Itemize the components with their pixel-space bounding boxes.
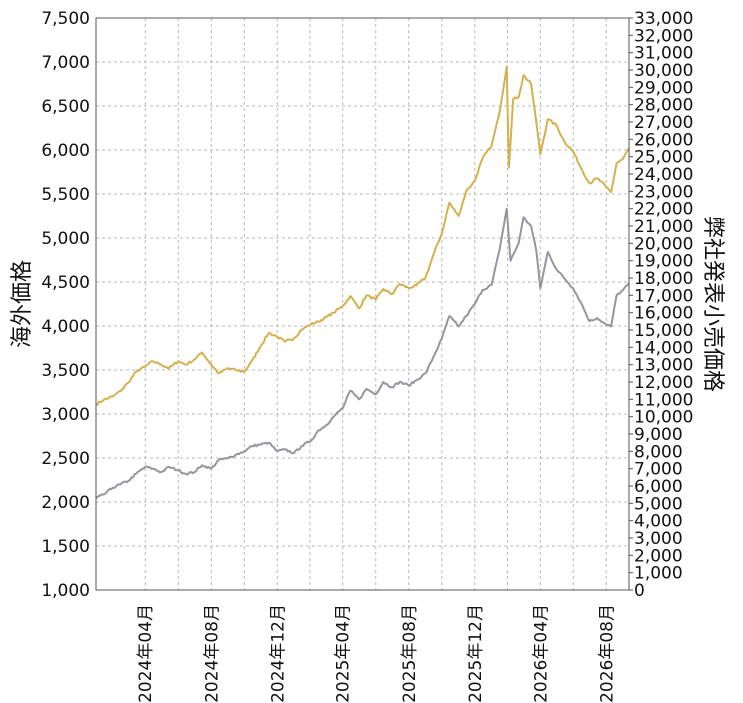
plot-frame xyxy=(95,17,630,591)
y-right-tick-label: 27,000 xyxy=(634,113,693,133)
y-left-tick-label: 4,500 xyxy=(41,273,90,293)
x-tick-label: 2026年04月 xyxy=(531,604,551,703)
x-tick-label: 2025年12月 xyxy=(466,604,486,703)
x-tick-label: 2026年08月 xyxy=(597,604,617,703)
y-right-tick-label: 16,000 xyxy=(634,304,693,324)
y-right-tick-label: 3,000 xyxy=(634,529,683,549)
x-axis-ticks: 2024年04月 2024年08月 2024年12月 2025年04月 2025年08月… xyxy=(136,604,617,703)
y-right-tick-label: 20,000 xyxy=(634,234,693,254)
y-right-tick-label: 24,000 xyxy=(634,165,693,185)
y-right-tick-label: 19,000 xyxy=(634,252,693,272)
y-right-tick-label: 28,000 xyxy=(634,96,693,116)
y-right-tick-label: 33,000 xyxy=(634,9,693,29)
y-right-tick-label: 17,000 xyxy=(634,286,693,306)
y-right-tick-label: 25,000 xyxy=(634,148,693,168)
y-left-tick-label: 5,500 xyxy=(41,185,90,205)
series-line-1 xyxy=(95,65,630,406)
y-right-tick-label: 6,000 xyxy=(634,477,683,497)
y-left-tick-label: 6,500 xyxy=(41,97,90,117)
y-left-tick-label: 2,000 xyxy=(41,493,90,513)
y-right-tick-label: 30,000 xyxy=(634,61,693,81)
y-right-tick-label: 5,000 xyxy=(634,494,683,514)
y-left-tick-label: 5,000 xyxy=(41,229,90,249)
y-right-tick-label: 14,000 xyxy=(634,338,693,358)
y-right-tick-label: 26,000 xyxy=(634,130,693,150)
y-left-tick-label: 1,000 xyxy=(41,581,90,601)
left-axis-label: 海外価格 xyxy=(10,260,35,348)
y-left-tick-label: 2,500 xyxy=(41,449,90,469)
y-right-tick-label: 9,000 xyxy=(634,425,683,445)
y-right-tick-label: 13,000 xyxy=(634,356,693,376)
left-axis-ticks: 1,000 1,500 2,000 2,500 3,000 3,500 4,000 4,500… xyxy=(41,9,90,601)
y-right-tick-label: 10,000 xyxy=(634,408,693,428)
x-tick-label: 2024年08月 xyxy=(202,604,222,703)
y-right-tick-label: 4,000 xyxy=(634,512,683,532)
y-right-tick-label: 1,000 xyxy=(634,564,683,584)
y-left-tick-label: 1,500 xyxy=(41,537,90,557)
x-tick-label: 2025年08月 xyxy=(400,604,420,703)
y-right-tick-label: 8,000 xyxy=(634,442,683,462)
y-left-tick-label: 7,000 xyxy=(41,53,90,73)
y-right-tick-label: 22,000 xyxy=(634,200,693,220)
y-left-tick-label: 7,500 xyxy=(41,9,90,29)
right-axis-label: 弊社発表小売価格 xyxy=(700,216,725,392)
y-right-tick-label: 11,000 xyxy=(634,390,693,410)
x-tick-label: 2025年04月 xyxy=(334,604,354,703)
x-tick-label: 2024年04月 xyxy=(136,604,156,703)
y-right-tick-label: 2,000 xyxy=(634,546,683,566)
y-right-tick-label: 32,000 xyxy=(634,26,693,46)
series-line-2 xyxy=(95,207,630,499)
x-tick-label: 2024年12月 xyxy=(268,604,288,703)
y-right-tick-label: 23,000 xyxy=(634,182,693,202)
y-left-tick-label: 6,000 xyxy=(41,141,90,161)
y-right-tick-label: 18,000 xyxy=(634,269,693,289)
y-left-tick-label: 4,000 xyxy=(41,317,90,337)
y-right-tick-label: 21,000 xyxy=(634,217,693,237)
y-left-tick-label: 3,000 xyxy=(41,405,90,425)
series-layer xyxy=(95,65,630,499)
y-right-tick-label: 15,000 xyxy=(634,321,693,341)
y-left-tick-label: 3,500 xyxy=(41,361,90,381)
y-right-tick-label: 29,000 xyxy=(634,78,693,98)
y-right-tick-label: 12,000 xyxy=(634,373,693,393)
y-right-tick-label: 7,000 xyxy=(634,460,683,480)
y-right-tick-label: 0 xyxy=(634,581,645,601)
y-right-tick-label: 31,000 xyxy=(634,44,693,64)
right-axis-ticks: 01,0002,0003,0004,0005,0006,0007,0008,00… xyxy=(629,9,693,601)
